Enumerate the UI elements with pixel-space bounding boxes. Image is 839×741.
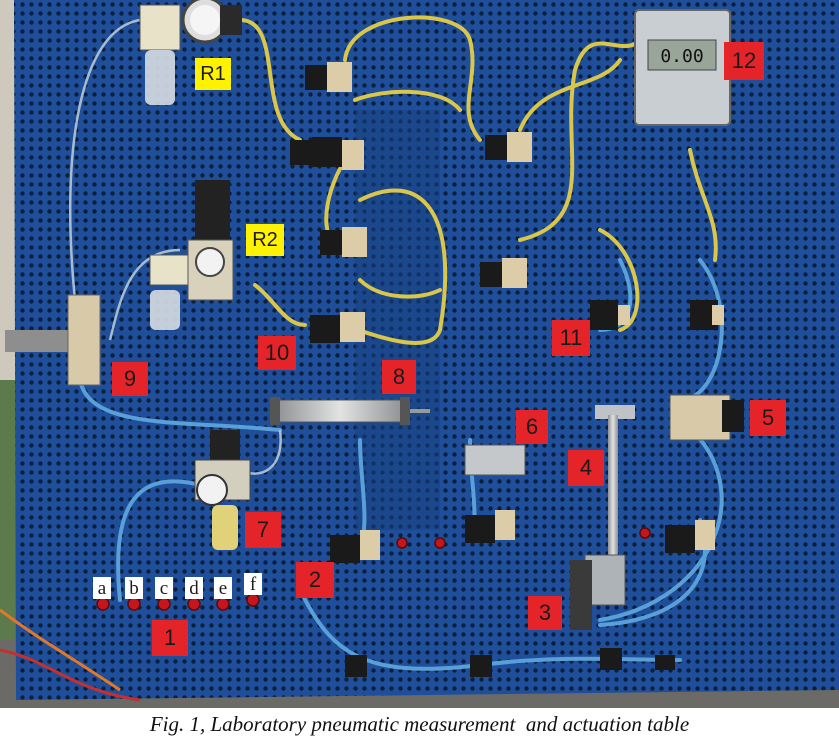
- yellow-hoses: [238, 15, 718, 345]
- label-3: 3: [528, 596, 562, 630]
- photo-illustration: 0.00: [0, 0, 839, 708]
- label-7: 7: [245, 512, 281, 548]
- label-11: 11: [552, 320, 590, 356]
- floor-cables: [0, 608, 141, 702]
- label-e: e: [214, 577, 232, 599]
- figure-caption: Fig. 1, Laboratory pneumatic measurement…: [149, 712, 690, 736]
- label-12: 12: [724, 42, 764, 80]
- valve-5: [669, 394, 744, 441]
- manifold-9: [5, 294, 101, 386]
- cylinder-6: [464, 444, 526, 476]
- display-readout: 0.00: [660, 46, 703, 67]
- label-2: 2: [296, 562, 334, 598]
- pneumatic-table-photo: 0.00: [0, 0, 839, 708]
- label-r1: R1: [195, 58, 231, 90]
- label-d: d: [185, 577, 203, 599]
- panel-shadow-band: [355, 110, 440, 530]
- label-5: 5: [750, 400, 786, 436]
- label-r2: R2: [246, 224, 284, 256]
- regulator-r2: [149, 180, 234, 330]
- solenoid-valves: [290, 62, 724, 563]
- push-buttons: [96, 527, 651, 611]
- cylinder-8: [270, 397, 430, 425]
- label-6: 6: [516, 410, 548, 444]
- bottom-fittings: [345, 648, 675, 677]
- label-8: 8: [382, 360, 416, 394]
- cylinder-4: [570, 405, 635, 630]
- label-10: 10: [258, 336, 296, 370]
- label-9: 9: [112, 362, 148, 396]
- filter-regulator-7: [194, 430, 251, 550]
- label-b: b: [125, 577, 143, 599]
- regulator-r1: [139, 0, 242, 105]
- label-a: a: [93, 577, 111, 599]
- label-f: f: [244, 573, 262, 595]
- pressure-transmitter-12: 0.00: [634, 9, 731, 126]
- label-c: c: [155, 577, 173, 599]
- side-equipment: [0, 380, 20, 708]
- label-4: 4: [568, 450, 604, 486]
- label-1: 1: [152, 620, 188, 656]
